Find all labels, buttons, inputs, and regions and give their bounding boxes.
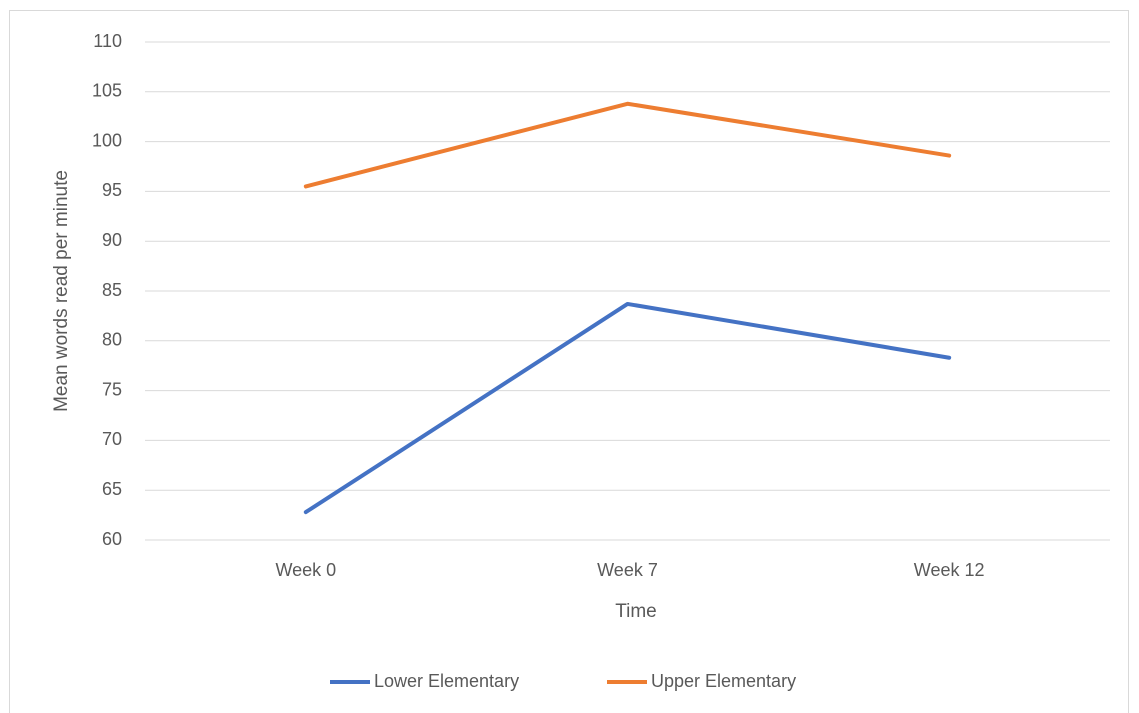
y-tick-label: 105 [92, 81, 122, 101]
y-tick-label: 70 [102, 429, 122, 449]
data-line [303, 301, 952, 515]
data-line [303, 101, 952, 189]
y-axis-title: Mean words read per minute [51, 170, 72, 412]
y-tick-label: 110 [93, 31, 122, 51]
chart-frame [9, 10, 1129, 713]
legend-label: Upper Elementary [651, 671, 796, 691]
y-tick-label: 85 [102, 280, 122, 300]
y-tick-label: 80 [102, 330, 122, 350]
y-tick-label: 95 [102, 180, 122, 200]
y-tick-label: 65 [102, 479, 122, 499]
y-tick-label: 100 [92, 130, 122, 150]
x-axis-title: Time [615, 601, 657, 622]
y-tick-label: 90 [102, 230, 122, 250]
y-tick-label: 60 [102, 529, 122, 549]
x-tick-label: Week 12 [914, 560, 985, 580]
x-tick-label: Week 7 [597, 560, 658, 580]
legend-label: Lower Elementary [374, 671, 519, 691]
y-tick-label: 75 [102, 379, 122, 399]
x-tick-label: Week 0 [275, 560, 336, 580]
